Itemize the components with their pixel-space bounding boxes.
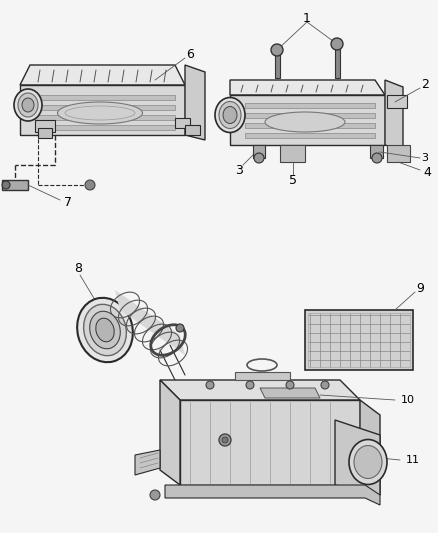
Ellipse shape xyxy=(22,98,34,112)
Text: 3: 3 xyxy=(235,164,243,176)
Text: 3: 3 xyxy=(421,153,428,163)
Polygon shape xyxy=(185,65,205,140)
Polygon shape xyxy=(235,372,290,380)
Polygon shape xyxy=(245,103,375,108)
Circle shape xyxy=(150,490,160,500)
Polygon shape xyxy=(180,400,360,485)
Circle shape xyxy=(246,381,254,389)
Ellipse shape xyxy=(96,318,114,342)
Text: 9: 9 xyxy=(416,281,424,295)
Circle shape xyxy=(176,324,184,332)
Polygon shape xyxy=(253,145,265,158)
Polygon shape xyxy=(335,420,380,495)
Circle shape xyxy=(254,153,264,163)
Ellipse shape xyxy=(18,93,38,117)
Circle shape xyxy=(372,153,382,163)
Polygon shape xyxy=(20,85,185,135)
Ellipse shape xyxy=(84,304,127,356)
Polygon shape xyxy=(335,42,340,78)
Text: 6: 6 xyxy=(186,49,194,61)
Polygon shape xyxy=(135,450,160,475)
Polygon shape xyxy=(305,310,413,370)
Ellipse shape xyxy=(265,112,345,132)
Polygon shape xyxy=(387,95,407,108)
Polygon shape xyxy=(35,125,175,130)
Polygon shape xyxy=(35,120,55,132)
Circle shape xyxy=(206,381,214,389)
Text: 8: 8 xyxy=(74,262,82,274)
Ellipse shape xyxy=(349,440,387,484)
Polygon shape xyxy=(280,145,305,162)
Polygon shape xyxy=(160,380,360,400)
Ellipse shape xyxy=(77,298,133,362)
Polygon shape xyxy=(370,145,383,158)
Ellipse shape xyxy=(57,102,142,124)
Text: 10: 10 xyxy=(401,395,415,405)
Ellipse shape xyxy=(90,311,120,349)
Polygon shape xyxy=(185,125,200,135)
Polygon shape xyxy=(160,380,180,485)
Text: 2: 2 xyxy=(421,78,429,92)
Polygon shape xyxy=(230,80,385,95)
Circle shape xyxy=(331,38,343,50)
Polygon shape xyxy=(165,485,380,505)
Circle shape xyxy=(85,180,95,190)
Text: 4: 4 xyxy=(423,166,431,179)
Polygon shape xyxy=(175,118,190,128)
Circle shape xyxy=(271,44,283,56)
Polygon shape xyxy=(20,65,185,85)
Polygon shape xyxy=(260,388,320,398)
Ellipse shape xyxy=(215,98,245,133)
Polygon shape xyxy=(360,400,380,495)
Circle shape xyxy=(286,381,294,389)
Polygon shape xyxy=(230,95,385,145)
Text: 1: 1 xyxy=(303,12,311,25)
Polygon shape xyxy=(35,105,175,110)
Text: 11: 11 xyxy=(406,455,420,465)
Polygon shape xyxy=(385,80,403,150)
Circle shape xyxy=(321,381,329,389)
Polygon shape xyxy=(245,133,375,138)
Text: 5: 5 xyxy=(289,174,297,187)
Polygon shape xyxy=(245,113,375,118)
Polygon shape xyxy=(35,115,175,120)
Polygon shape xyxy=(38,128,52,138)
Ellipse shape xyxy=(14,89,42,121)
Ellipse shape xyxy=(219,101,241,128)
Ellipse shape xyxy=(223,107,237,124)
Polygon shape xyxy=(387,145,410,162)
Polygon shape xyxy=(35,95,175,100)
Circle shape xyxy=(222,437,228,443)
Ellipse shape xyxy=(354,446,382,479)
Circle shape xyxy=(219,434,231,446)
Polygon shape xyxy=(115,290,185,355)
Text: 7: 7 xyxy=(64,197,72,209)
Polygon shape xyxy=(2,180,28,190)
Polygon shape xyxy=(245,123,375,128)
Circle shape xyxy=(2,181,10,189)
Polygon shape xyxy=(275,48,280,78)
